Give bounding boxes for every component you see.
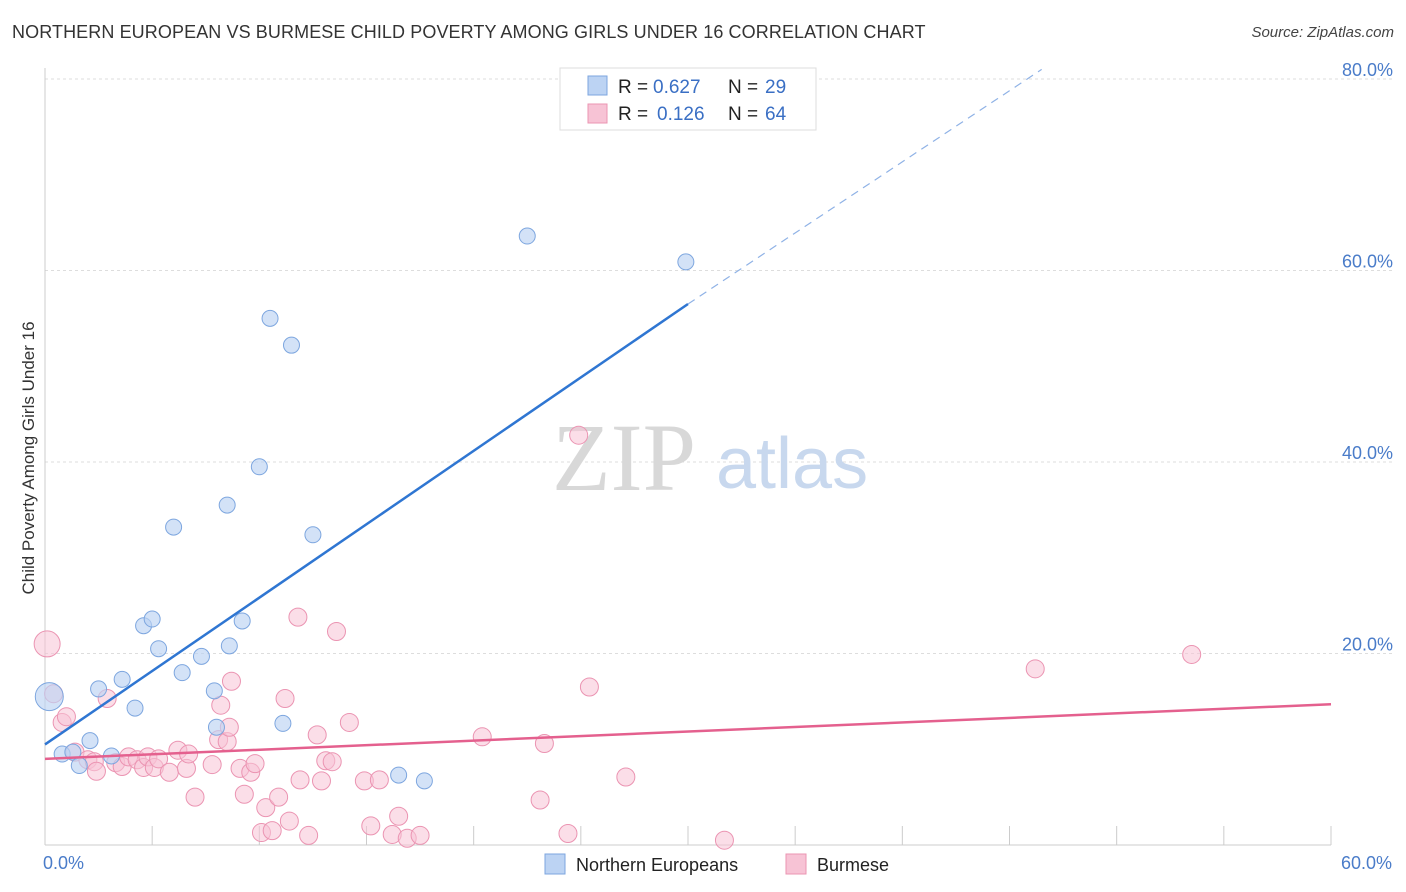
northern-europeans-trend-extension — [687, 68, 1042, 305]
legend-n-value-blue: 29 — [765, 77, 786, 98]
burmese-point — [530, 790, 550, 810]
burmese-point — [322, 752, 342, 772]
northern-europeans-point — [205, 682, 223, 700]
northern-europeans-point — [90, 680, 108, 698]
burmese-point — [56, 707, 76, 727]
burmese-point — [616, 767, 636, 787]
burmese-point — [86, 761, 106, 781]
source-label: Source: ZipAtlas.com — [1251, 24, 1394, 41]
series-legend: Northern Europeans Burmese — [544, 853, 889, 875]
burmese-point — [472, 727, 492, 747]
burmese-point — [288, 607, 308, 627]
northern-europeans-point — [143, 610, 161, 628]
burmese-point — [245, 754, 265, 774]
northern-europeans-point — [165, 518, 183, 536]
burmese-point — [202, 755, 222, 775]
burmese-points — [33, 425, 1202, 850]
y-axis-title: Child Poverty Among Girls Under 16 — [19, 321, 38, 594]
chart-title: NORTHERN EUROPEAN VS BURMESE CHILD POVER… — [12, 22, 926, 42]
burmese-point — [234, 784, 254, 804]
legend-r-value-blue: 0.627 — [653, 77, 701, 98]
legend-r-label-blue: R = — [618, 77, 648, 98]
legend-n-label-blue: N = — [728, 77, 758, 98]
northern-europeans-point — [250, 458, 268, 476]
watermark-zip: ZIP — [552, 404, 696, 511]
burmese-point — [221, 671, 241, 691]
burmese-point — [185, 787, 205, 807]
northern-europeans-point — [518, 227, 536, 245]
watermark-atlas: atlas — [716, 424, 868, 504]
burmese-point — [33, 630, 61, 658]
x-tick-label: 0.0% — [43, 853, 84, 873]
burmese-point — [579, 677, 599, 697]
northern-europeans-point — [233, 612, 251, 630]
northern-europeans-point — [220, 637, 238, 655]
tick-labels: 20.0% 40.0% 60.0% 80.0% 0.0% 60.0% — [43, 60, 1393, 873]
northern-europeans-point — [415, 772, 433, 790]
burmese-point — [389, 806, 409, 826]
northern-europeans-point — [274, 714, 292, 732]
northern-europeans-trend-line — [44, 302, 689, 746]
gridlines — [45, 78, 1392, 654]
northern-europeans-point — [261, 309, 279, 327]
y-tick-label: 80.0% — [1342, 60, 1393, 80]
burmese-point — [307, 725, 327, 745]
burmese-point — [275, 689, 295, 709]
watermark: ZIP atlas — [552, 404, 868, 511]
trend-lines — [44, 68, 1332, 761]
legend-n-label-pink: N = — [728, 104, 758, 125]
northern-europeans-point — [173, 664, 191, 682]
burmese-point — [256, 798, 276, 818]
burmese-point — [410, 825, 430, 845]
northern-europeans-point — [113, 670, 131, 688]
burmese-point — [714, 830, 734, 850]
northern-europeans-point — [81, 732, 99, 750]
northern-europeans-point — [218, 496, 236, 514]
legend-bottom-swatch-blue — [544, 853, 566, 875]
burmese-point — [262, 821, 282, 841]
legend-r-label-pink: R = — [618, 104, 648, 125]
northern-europeans-point — [207, 718, 225, 736]
burmese-point — [311, 771, 331, 791]
legend-r-value-pink: 0.126 — [657, 104, 705, 125]
y-tick-label: 20.0% — [1342, 635, 1393, 655]
northern-europeans-point — [304, 526, 322, 544]
legend-bottom-swatch-pink — [785, 853, 807, 875]
burmese-point — [290, 770, 310, 790]
burmese-point — [279, 811, 299, 831]
legend-swatch-blue — [587, 75, 608, 96]
y-tick-label: 60.0% — [1342, 252, 1393, 272]
burmese-point — [361, 816, 381, 836]
burmese-point — [326, 621, 346, 641]
legend-bottom-label-pink: Burmese — [817, 855, 889, 875]
burmese-point — [1182, 644, 1202, 664]
burmese-point — [569, 425, 589, 445]
northern-europeans-point — [34, 682, 64, 712]
legend-swatch-pink — [587, 103, 608, 124]
northern-europeans-point — [677, 253, 695, 271]
y-tick-label: 40.0% — [1342, 443, 1393, 463]
burmese-point — [299, 825, 319, 845]
northern-europeans-point — [150, 640, 168, 658]
legend-n-value-pink: 64 — [765, 104, 787, 125]
northern-europeans-point — [282, 336, 300, 354]
burmese-point — [269, 787, 289, 807]
burmese-point — [369, 770, 389, 790]
burmese-point — [558, 824, 578, 844]
burmese-point — [1025, 659, 1045, 679]
northern-europeans-point — [126, 699, 144, 717]
northern-europeans-point — [192, 647, 210, 665]
northern-europeans-points — [34, 227, 695, 790]
legend-bottom-label-blue: Northern Europeans — [576, 855, 738, 875]
stats-legend: R = 0.627 N = 29 R = 0.126 N = 64 — [559, 67, 817, 131]
northern-europeans-point — [390, 766, 408, 784]
burmese-point — [159, 762, 179, 782]
burmese-point — [339, 712, 359, 732]
x-tick-label: 60.0% — [1341, 853, 1392, 873]
burmese-trend-line — [44, 702, 1332, 761]
northern-europeans-point — [70, 757, 88, 775]
